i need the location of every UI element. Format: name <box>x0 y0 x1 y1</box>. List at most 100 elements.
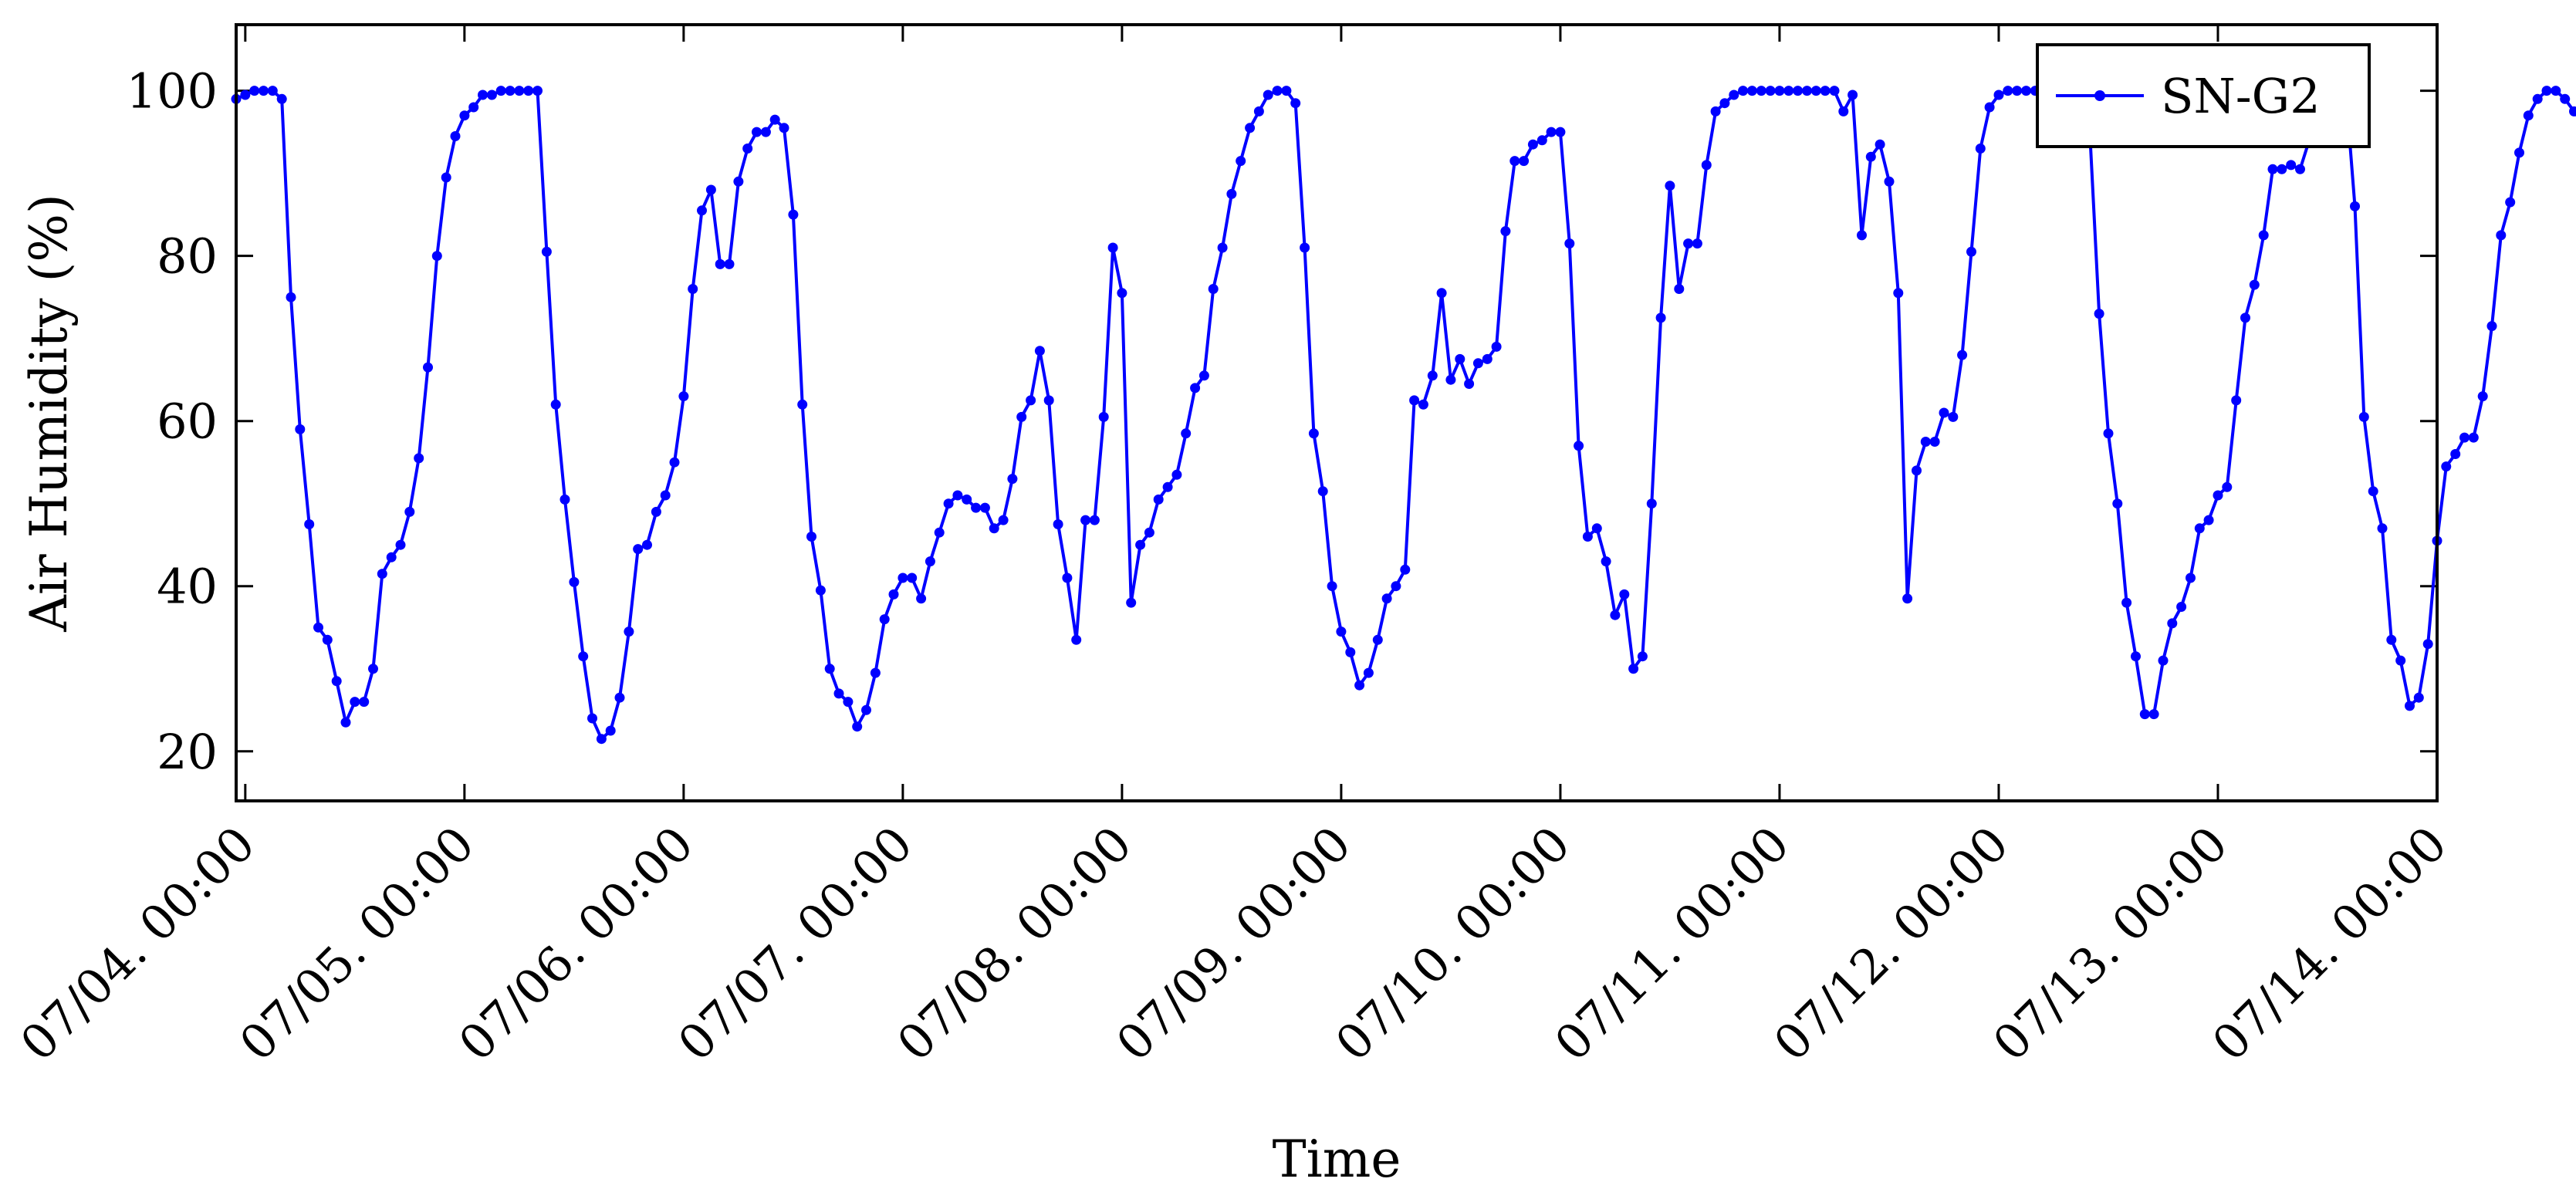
data-point <box>340 717 351 728</box>
data-point <box>240 90 251 100</box>
data-point <box>1171 469 1182 480</box>
data-point <box>752 127 762 137</box>
data-point <box>2103 428 2114 439</box>
data-point <box>331 676 342 687</box>
data-point <box>1829 86 1840 96</box>
data-point <box>1500 226 1511 237</box>
data-point <box>769 114 780 125</box>
data-point <box>1455 353 1465 364</box>
data-point <box>1738 86 1749 96</box>
data-point <box>2176 602 2187 612</box>
data-point <box>660 490 671 501</box>
data-point <box>2148 709 2159 720</box>
series-line-sn-g2 <box>235 89 2576 741</box>
data-point <box>697 205 707 216</box>
data-point <box>1674 284 1685 294</box>
data-point <box>359 697 370 708</box>
data-point <box>870 667 881 678</box>
x-tick-label: 07/06. 00:00 <box>448 816 704 1072</box>
data-point <box>468 102 479 113</box>
data-point <box>1820 86 1831 96</box>
data-point <box>596 734 607 745</box>
x-tick-label: 07/08. 00:00 <box>886 816 1142 1072</box>
data-point <box>715 258 725 269</box>
data-point <box>1080 515 1091 525</box>
y-tick-label: 60 <box>157 393 218 450</box>
data-point <box>1646 498 1657 509</box>
data-point <box>1381 593 1392 604</box>
y-tick-label: 20 <box>157 724 218 780</box>
data-point <box>605 725 616 736</box>
data-point <box>2395 655 2406 666</box>
data-point <box>1601 556 1611 567</box>
data-point <box>2514 147 2524 158</box>
data-point <box>1327 581 1337 592</box>
data-point <box>705 184 716 195</box>
data-point <box>2186 572 2196 583</box>
data-point <box>1838 106 1849 117</box>
data-point <box>907 572 918 583</box>
data-point <box>2358 411 2369 422</box>
data-point <box>898 572 908 583</box>
data-point <box>1610 610 1621 620</box>
x-tick-label: 07/07. 00:00 <box>667 816 923 1072</box>
data-point <box>1619 589 1630 600</box>
data-point <box>1418 399 1428 410</box>
data-point <box>450 131 461 141</box>
data-point <box>916 593 927 604</box>
data-point <box>1354 680 1365 691</box>
data-point <box>2569 106 2576 117</box>
data-point <box>1290 98 1301 109</box>
data-point <box>249 86 260 96</box>
data-point <box>2131 651 2141 662</box>
data-point <box>760 127 771 137</box>
y-tick-label: 80 <box>157 228 218 285</box>
data-point <box>569 576 580 587</box>
x-axis-title: Time <box>1273 1130 1401 1189</box>
data-point <box>2350 201 2360 211</box>
data-point <box>368 664 378 674</box>
data-point <box>1665 181 1675 191</box>
data-point <box>2258 230 2269 241</box>
data-point <box>2422 639 2433 650</box>
data-point <box>1208 284 1219 294</box>
data-point <box>2368 486 2378 497</box>
data-point <box>925 556 935 567</box>
data-point <box>578 651 589 662</box>
data-point <box>523 86 534 96</box>
data-point <box>386 552 397 562</box>
data-point <box>1546 127 1557 137</box>
data-point <box>2021 86 2031 96</box>
data-point <box>642 539 652 550</box>
data-point <box>2450 449 2461 459</box>
data-point <box>1564 238 1575 249</box>
data-point <box>2295 164 2305 174</box>
data-point <box>2167 618 2178 629</box>
data-point <box>276 93 287 104</box>
data-point <box>2222 481 2233 492</box>
data-point <box>2386 634 2397 645</box>
data-point <box>1043 395 1054 406</box>
data-point <box>2267 164 2278 174</box>
data-point <box>1783 86 1794 96</box>
data-point <box>2203 515 2214 525</box>
data-point <box>505 86 516 96</box>
y-tick-label: 100 <box>127 63 218 120</box>
data-point <box>1181 428 1192 439</box>
data-point <box>1701 160 1712 171</box>
data-point <box>2158 655 2169 666</box>
data-point <box>1536 135 1547 146</box>
data-point <box>633 544 644 555</box>
data-point <box>559 494 570 505</box>
data-point <box>998 515 1009 525</box>
data-point <box>1409 395 1420 406</box>
data-point <box>2505 197 2516 208</box>
data-point <box>1957 350 1968 360</box>
data-point <box>952 490 963 501</box>
data-point <box>779 123 789 133</box>
data-point <box>286 292 296 302</box>
data-point <box>2139 709 2150 720</box>
data-point <box>423 362 433 373</box>
data-point <box>1810 86 1821 96</box>
data-point <box>2441 461 2452 472</box>
